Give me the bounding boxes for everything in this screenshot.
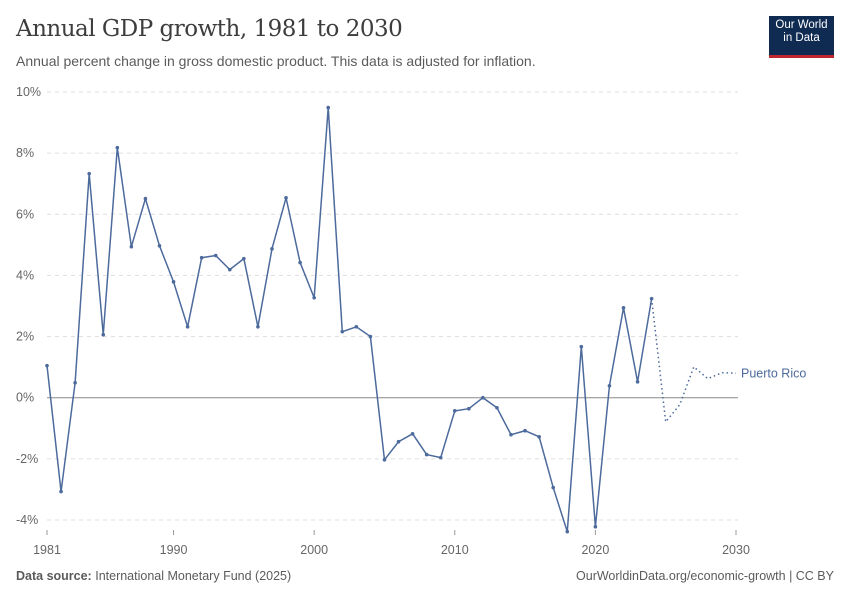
data-point bbox=[382, 457, 387, 462]
data-source: Data source: International Monetary Fund… bbox=[16, 569, 291, 583]
source-link[interactable]: International Monetary Fund (2025) bbox=[95, 569, 292, 583]
x-tick-label: 1990 bbox=[160, 543, 188, 557]
y-tick-label: 4% bbox=[16, 268, 34, 282]
data-point bbox=[213, 253, 218, 258]
x-tick-label: 2030 bbox=[722, 543, 750, 557]
logo-line2: in Data bbox=[783, 32, 820, 44]
data-point bbox=[495, 406, 499, 410]
data-point bbox=[607, 383, 612, 388]
owid-logo[interactable]: Our World in Data bbox=[769, 16, 834, 58]
data-point bbox=[621, 306, 626, 310]
data-point bbox=[438, 455, 443, 460]
y-tick-label: 0% bbox=[16, 391, 34, 405]
data-point bbox=[256, 324, 260, 329]
data-point bbox=[537, 435, 541, 439]
data-point bbox=[452, 409, 457, 413]
y-tick-label: 6% bbox=[16, 207, 34, 221]
data-point bbox=[129, 244, 134, 249]
data-point bbox=[284, 195, 288, 200]
data-point bbox=[396, 439, 401, 444]
footer-url[interactable]: OurWorldinData.org/economic-growth | CC … bbox=[576, 569, 834, 583]
chart-subtitle: Annual percent change in gross domestic … bbox=[16, 53, 536, 69]
data-point bbox=[312, 295, 316, 300]
data-point bbox=[199, 255, 204, 260]
data-point bbox=[509, 432, 513, 437]
series-label: Puerto Rico bbox=[741, 366, 806, 380]
series-line-puerto-rico bbox=[46, 107, 653, 532]
data-point bbox=[227, 267, 232, 272]
data-point bbox=[73, 380, 77, 385]
x-tick-label: 2000 bbox=[300, 543, 328, 557]
data-point bbox=[354, 324, 359, 329]
y-tick-label: 2% bbox=[16, 330, 34, 344]
data-point bbox=[171, 280, 176, 284]
data-point bbox=[326, 105, 331, 110]
data-point bbox=[551, 485, 556, 490]
data-point bbox=[298, 260, 302, 265]
source-label: Data source: bbox=[16, 569, 92, 583]
data-point bbox=[143, 196, 148, 201]
data-point bbox=[424, 452, 429, 457]
data-point bbox=[523, 428, 527, 433]
data-point bbox=[368, 334, 373, 339]
x-tick-label: 2020 bbox=[581, 543, 609, 557]
data-point bbox=[185, 324, 190, 329]
data-point bbox=[481, 395, 485, 400]
data-point bbox=[649, 296, 654, 301]
data-point bbox=[593, 524, 598, 529]
y-tick-label: -4% bbox=[16, 513, 38, 527]
data-point bbox=[59, 489, 63, 494]
data-point bbox=[45, 363, 49, 368]
y-tick-label: -2% bbox=[16, 452, 38, 466]
data-point bbox=[270, 247, 274, 251]
data-point bbox=[115, 145, 120, 150]
data-point bbox=[579, 344, 584, 349]
y-tick-label: 8% bbox=[16, 146, 34, 160]
data-point bbox=[340, 329, 345, 334]
logo-line1: Our World bbox=[775, 19, 828, 31]
data-point bbox=[242, 256, 246, 261]
x-tick-label: 2010 bbox=[441, 543, 469, 557]
data-point bbox=[101, 332, 106, 337]
data-point bbox=[565, 529, 570, 534]
y-tick-label: 10% bbox=[16, 85, 41, 99]
data-point bbox=[87, 171, 91, 176]
data-point bbox=[410, 431, 415, 436]
data-point bbox=[157, 243, 162, 248]
chart-title: Annual GDP growth, 1981 to 2030 bbox=[16, 16, 403, 42]
data-point bbox=[467, 406, 471, 411]
data-point bbox=[635, 380, 640, 384]
x-tick-label: 1981 bbox=[33, 543, 61, 557]
projection-line-puerto-rico bbox=[650, 298, 737, 424]
